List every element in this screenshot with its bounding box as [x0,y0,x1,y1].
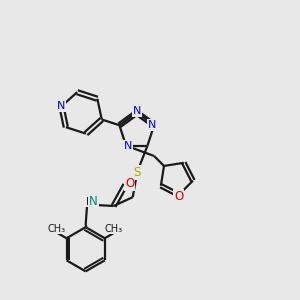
Text: N: N [124,141,133,151]
Text: N: N [133,106,141,116]
Text: CH₃: CH₃ [105,224,123,234]
Text: CH₃: CH₃ [47,224,65,234]
Text: H: H [85,196,93,207]
Text: N: N [57,101,66,111]
Text: S: S [134,166,141,178]
Text: N: N [89,195,98,208]
Text: O: O [174,190,183,203]
Text: O: O [125,177,134,190]
Text: N: N [148,120,156,130]
